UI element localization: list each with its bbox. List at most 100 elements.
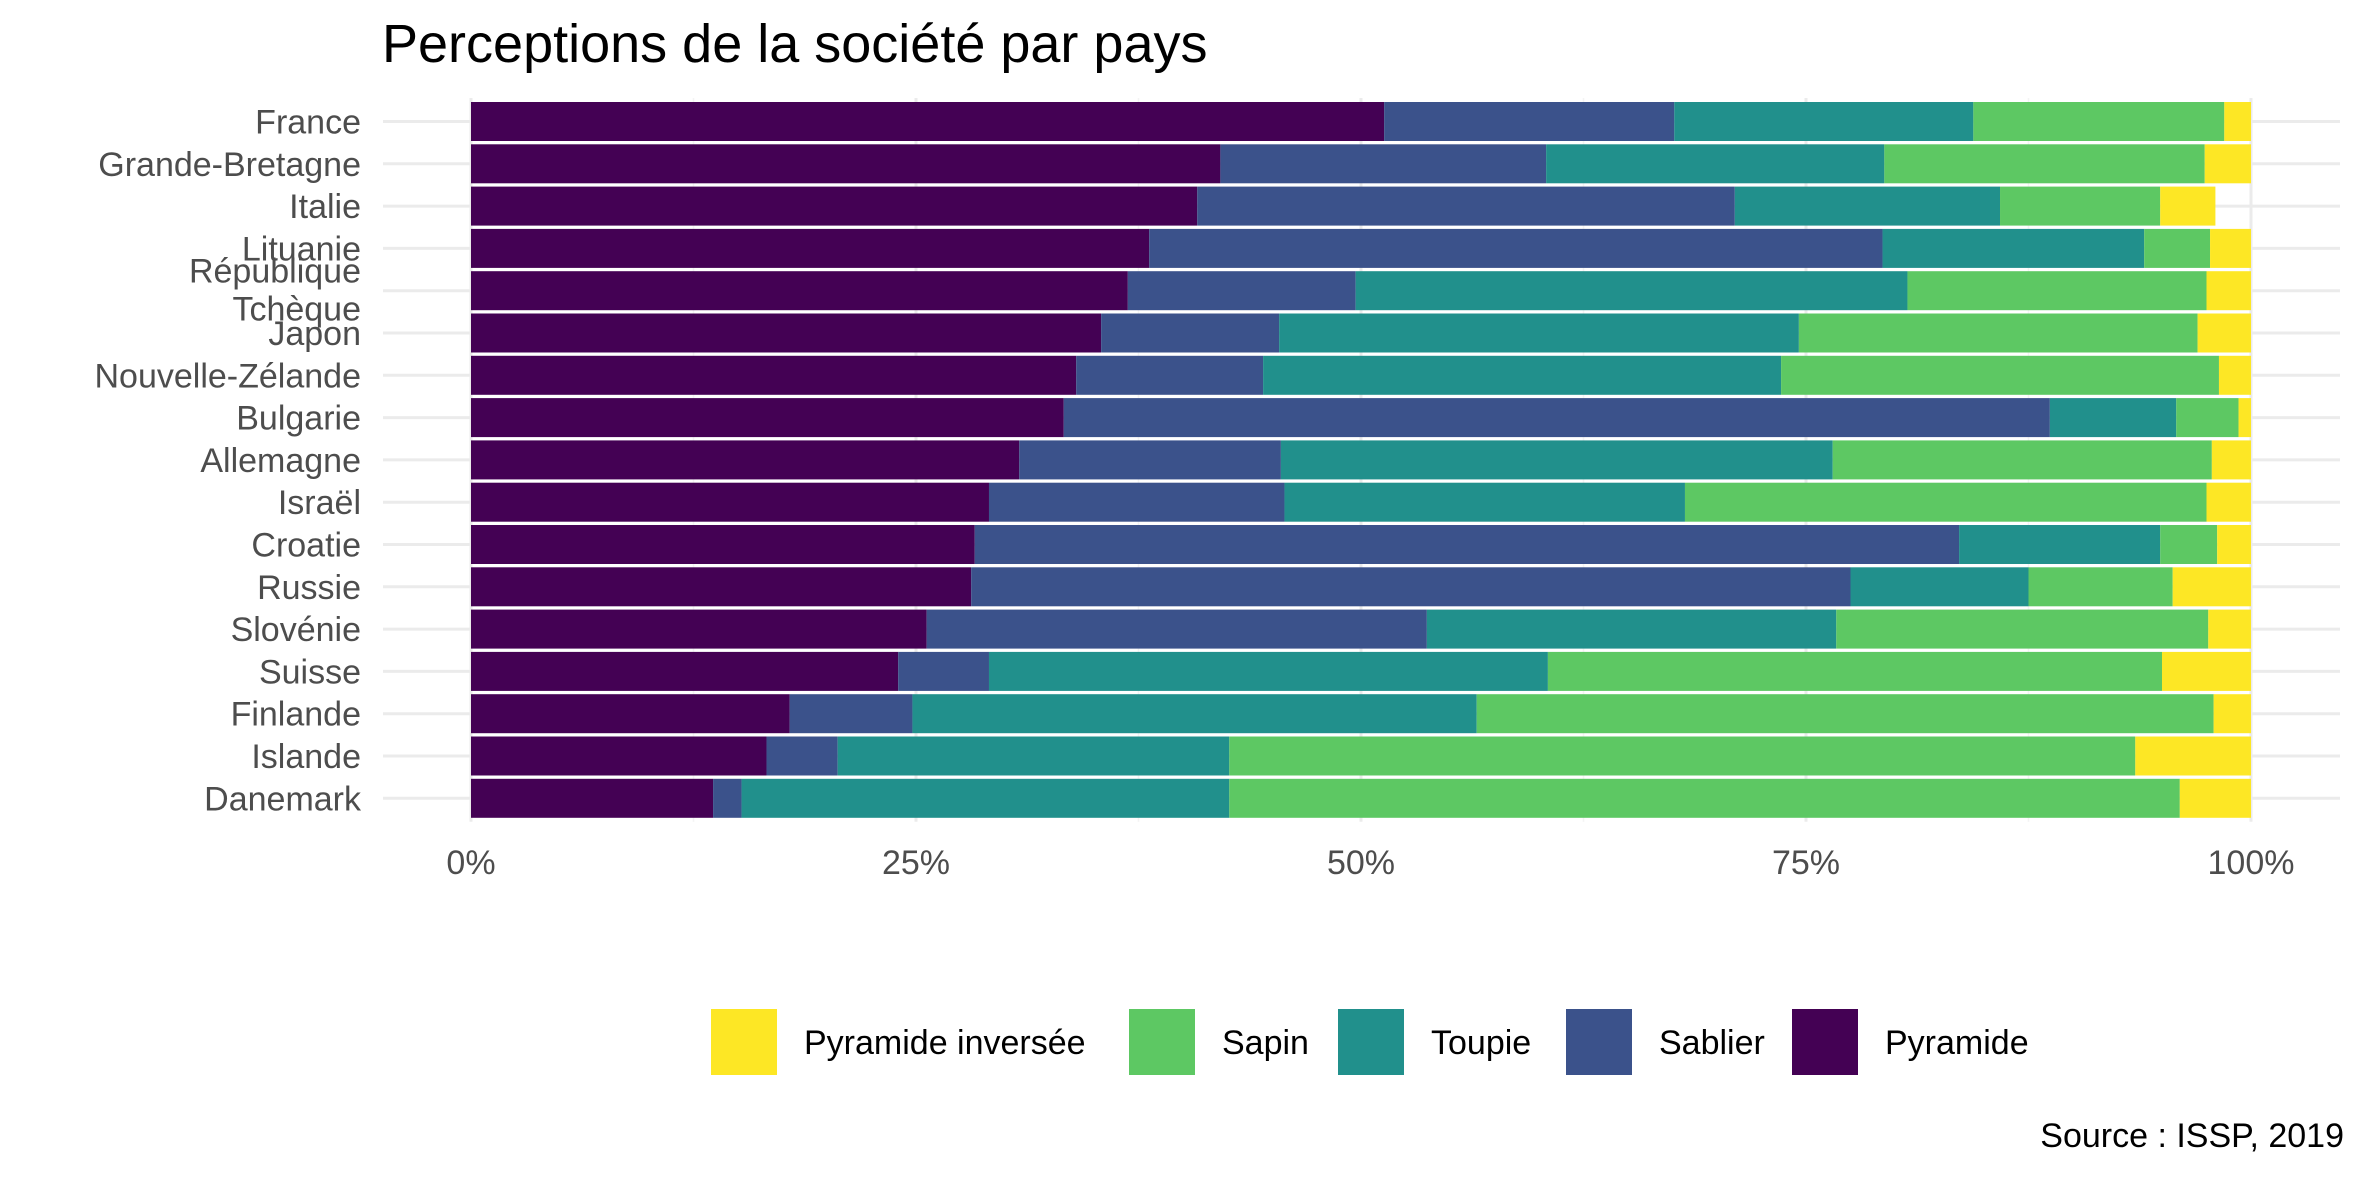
bar-pyramide-grande-bretagne [471, 144, 1221, 184]
y-tick-label: Allemagne [200, 442, 361, 480]
y-tick-label: Grande-Bretagne [98, 146, 361, 184]
bar-toupie-lituanie [1882, 228, 2145, 268]
bar-sapin-croatie [2160, 525, 2218, 564]
bar-sablier-finlande [789, 694, 913, 734]
bar-sapin-italie [2000, 186, 2161, 226]
bar-sablier-danemark [713, 778, 742, 818]
y-tick-label: Nouvelle-Zélande [95, 357, 362, 395]
bar-pyramide-inversee-danemark [2179, 778, 2251, 818]
bar-pyramide-inversee-croatie [2217, 525, 2251, 564]
legend: Pyramide inversée Sapin Toupie Sablier Pyram… [711, 1009, 2029, 1075]
bar-pyramide-inversee-republique-tcheque [2206, 271, 2251, 311]
bar-pyramide-inversee-nouvelle-zelande [2218, 355, 2251, 395]
bar-sablier-lituanie [1149, 228, 1883, 268]
bar-sablier-italie [1197, 186, 1735, 226]
bar-sablier-islande [766, 736, 838, 776]
y-axis-labels: France Grande-Bretagne Italie LituanieRépub… [95, 104, 362, 819]
legend-label-pyramide-inversee: Pyramide inversée [804, 1024, 1086, 1062]
bar-pyramide-japon [471, 313, 1102, 353]
bar-pyramide-inversee-lituanie [2210, 228, 2251, 268]
bar-pyramide-islande [471, 736, 767, 776]
bar-sapin-grande-bretagne [1884, 144, 2205, 184]
bar-pyramide-inversee-finlande [2213, 694, 2251, 734]
bar-toupie-japon [1279, 313, 1799, 353]
y-tick-label: Danemark [204, 780, 362, 818]
bar-sapin-japon [1798, 313, 2198, 353]
y-tick-label: Bulgarie [236, 400, 361, 438]
bar-pyramide-inversee-france [2224, 102, 2251, 141]
bar-pyramide-israel [471, 482, 989, 522]
bar-toupie-bulgarie [2049, 398, 2177, 438]
legend-label-toupie: Toupie [1431, 1024, 1531, 1062]
x-axis-labels: 0% 25% 50% 75% 100% [446, 844, 2294, 882]
y-tick-label: Russie [257, 569, 361, 607]
bar-sablier-israel [988, 482, 1285, 522]
bar-pyramide-republique-tcheque [471, 271, 1128, 311]
chart-title: Perceptions de la société par pays [382, 14, 1207, 74]
bar-toupie-israel [1284, 482, 1685, 522]
bar-sapin-israel [1684, 482, 2207, 522]
bar-pyramide-croatie [471, 525, 975, 564]
bar-sablier-france [1384, 102, 1675, 141]
bar-pyramide-inversee-slovenie [2208, 609, 2251, 649]
bar-pyramide-russie [471, 567, 972, 607]
bar-toupie-slovenie [1426, 609, 1837, 649]
y-tick-label: République Tchèque [189, 253, 361, 329]
bar-sapin-allemagne [1832, 440, 2212, 480]
bar-toupie-danemark [741, 778, 1230, 818]
bar-pyramide-inversee-grande-bretagne [2204, 144, 2251, 184]
legend-label-sablier: Sablier [1659, 1024, 1765, 1062]
bar-toupie-allemagne [1280, 440, 1833, 480]
bar-toupie-france [1674, 102, 1974, 141]
bar-pyramide-inversee-islande [2135, 736, 2251, 776]
bar-pyramide-lituanie [471, 228, 1150, 268]
bar-toupie-nouvelle-zelande [1263, 355, 1782, 395]
bar-sablier-nouvelle-zelande [1076, 355, 1264, 395]
x-tick-label: 25% [882, 844, 950, 882]
bar-sablier-suisse [898, 651, 989, 691]
bar-toupie-italie [1734, 186, 2001, 226]
legend-label-sapin: Sapin [1222, 1024, 1309, 1062]
bar-sapin-lituanie [2144, 228, 2211, 268]
chart-caption: Source : ISSP, 2019 [2040, 1117, 2344, 1155]
bar-pyramide-inversee-allemagne [2211, 440, 2251, 480]
bar-toupie-russie [1850, 567, 2029, 607]
bar-pyramide-france [471, 102, 1385, 141]
x-tick-label: 100% [2208, 844, 2295, 882]
bar-sablier-japon [1101, 313, 1280, 353]
bar-sablier-bulgarie [1063, 398, 2050, 438]
bar-toupie-suisse [988, 651, 1548, 691]
bar-sapin-islande [1229, 736, 2136, 776]
legend-key-sapin [1129, 1009, 1195, 1075]
bar-toupie-republique-tcheque [1355, 271, 1908, 311]
bar-pyramide-finlande [471, 694, 790, 734]
bar-pyramide-inversee-italie [2160, 186, 2216, 226]
bar-pyramide-inversee-russie [2172, 567, 2251, 607]
y-tick-label: France [255, 104, 361, 142]
y-tick-label: Japon [268, 315, 361, 353]
bar-pyramide-allemagne [471, 440, 1020, 480]
bar-sablier-allemagne [1019, 440, 1281, 480]
bar-sapin-danemark [1229, 778, 2180, 818]
legend-key-pyramide [1792, 1009, 1858, 1075]
legend-label-pyramide: Pyramide [1885, 1024, 2029, 1062]
bar-pyramide-inversee-japon [2197, 313, 2251, 353]
bar-pyramide-bulgarie [471, 398, 1064, 438]
x-tick-label: 0% [446, 844, 495, 882]
bar-pyramide-danemark [471, 778, 714, 818]
bar-pyramide-suisse [471, 651, 899, 691]
bar-toupie-islande [837, 736, 1230, 776]
legend-key-sablier [1566, 1009, 1632, 1075]
bar-pyramide-slovenie [471, 609, 927, 649]
bar-toupie-grande-bretagne [1546, 144, 1885, 184]
bar-sablier-slovenie [926, 609, 1427, 649]
y-tick-label: Israël [278, 484, 361, 522]
bar-toupie-finlande [912, 694, 1477, 734]
y-tick-label: Croatie [251, 527, 361, 565]
bar-sapin-france [1973, 102, 2225, 141]
bar-toupie-croatie [1959, 525, 2161, 564]
bar-sapin-slovenie [1836, 609, 2209, 649]
bar-sablier-russie [971, 567, 1851, 607]
bar-pyramide-italie [471, 186, 1198, 226]
